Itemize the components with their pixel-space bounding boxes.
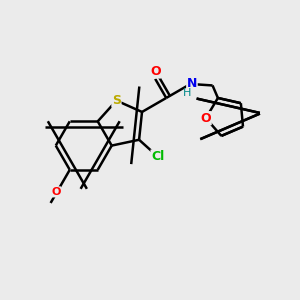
Text: N: N	[187, 76, 197, 90]
Text: O: O	[51, 187, 61, 197]
Text: O: O	[200, 112, 211, 125]
Text: S: S	[112, 94, 121, 107]
Text: H: H	[183, 88, 192, 98]
Text: Cl: Cl	[151, 150, 164, 163]
Text: O: O	[150, 65, 160, 78]
